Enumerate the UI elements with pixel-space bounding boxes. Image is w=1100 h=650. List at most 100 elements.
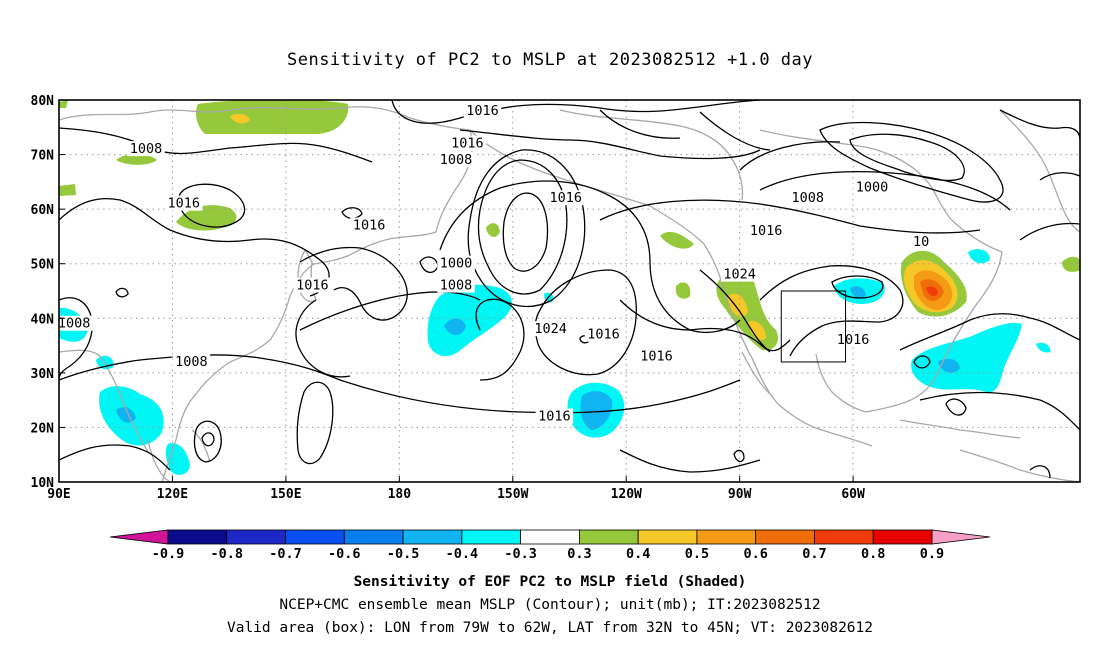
contour-tropical-1 xyxy=(296,381,334,465)
coast-greenland xyxy=(999,109,1080,233)
coast-east-asia xyxy=(161,129,473,482)
shade-yellow-uswest xyxy=(726,293,748,317)
contour-tropical-7 xyxy=(945,398,967,416)
contour-label-bg xyxy=(127,141,165,157)
colorbar-label: -0.8 xyxy=(211,546,244,560)
coast-eurasia-north xyxy=(59,106,471,131)
caption-valid-area: Valid area (box): LON from 79W to 62W, L… xyxy=(226,620,873,636)
colorbar-swatch xyxy=(461,529,522,545)
contour-label-bg xyxy=(788,190,827,206)
lat-label: 40N xyxy=(31,312,55,327)
contour-lows-1008b xyxy=(467,149,586,308)
contour-label-bg xyxy=(747,222,785,238)
contour-label: 1008 xyxy=(440,152,473,168)
lat-label: 10N xyxy=(31,476,55,491)
colorbar-label: 0.4 xyxy=(626,546,650,560)
contour-label: 1008 xyxy=(175,354,208,370)
coast-baja xyxy=(741,351,771,395)
contour-label: 1000 xyxy=(856,179,889,195)
caption-shading: Sensitivity of EOF PC2 to MSLP field (Sh… xyxy=(353,574,747,590)
coast-hudson xyxy=(759,129,957,225)
contour-label: 1016 xyxy=(837,332,870,348)
contour-label: 1024 xyxy=(723,267,756,283)
shade-cyan-atlantic-e xyxy=(1036,342,1051,353)
lat-label: 60N xyxy=(31,203,55,218)
contour-label-bg xyxy=(437,277,475,293)
contour-tropical-6 xyxy=(733,449,745,463)
contour-label: 10 xyxy=(913,234,929,250)
contour-siberia-west xyxy=(59,197,330,297)
colorbar-swatch xyxy=(285,529,345,545)
contour-high-na xyxy=(759,265,904,357)
contour-tropical-8 xyxy=(1029,465,1051,479)
lat-label: 30N xyxy=(31,367,55,382)
contour-label: 1008 xyxy=(791,190,824,206)
contour-lows-1008 xyxy=(477,159,568,295)
contour-1000-hudson xyxy=(819,121,1004,203)
coast-aleutians xyxy=(469,129,651,207)
contour-japan-low xyxy=(295,299,351,378)
shade-atlantic-ne xyxy=(1062,256,1080,272)
colorbar-label: 0.5 xyxy=(685,546,709,560)
colorbar-swatch xyxy=(696,529,757,545)
lat-label: 70N xyxy=(31,149,55,164)
shade-blue-atlantic xyxy=(938,358,960,373)
coast-na-west xyxy=(649,205,873,447)
colorbar-swatch xyxy=(520,529,580,545)
contour-label: 1008 xyxy=(130,141,163,157)
contour-label-bg xyxy=(172,353,211,369)
colorbar-label: -0.7 xyxy=(269,546,302,560)
sensitivity-shading xyxy=(59,100,1080,475)
contour-lows-1000 xyxy=(502,192,549,272)
coast-na-east xyxy=(865,223,1003,413)
contour-label-bg xyxy=(437,255,475,271)
color-bar: -0.9 -0.8 -0.7 -0.6 -0.5 -0.4 -0.3 0.3 0.4 0.5 0.6… xyxy=(109,529,991,560)
contour-small-3 xyxy=(341,207,363,219)
contour-atlantic-south xyxy=(919,391,1080,431)
contour-1024-pac-high xyxy=(534,269,637,376)
coast-caribbean xyxy=(899,419,1021,439)
contour-label: 1016 xyxy=(296,278,329,294)
lon-label: 120W xyxy=(611,487,642,502)
contour-label-bg xyxy=(834,332,872,348)
shade-blue-plains xyxy=(850,286,866,298)
contour-label-bg xyxy=(584,326,623,342)
contour-label: 1024 xyxy=(534,321,567,337)
shade-yellow-uswest2 xyxy=(748,320,766,341)
lat-label: 80N xyxy=(31,94,55,109)
shade-west-edge xyxy=(59,184,76,196)
colorbar-label: 0.8 xyxy=(861,546,885,560)
contour-label: 1000 xyxy=(440,256,473,272)
contour-label-bg xyxy=(546,190,585,206)
lon-label: 150E xyxy=(270,487,301,502)
contour-greenland xyxy=(999,109,1080,241)
contour-label-bg xyxy=(535,408,574,424)
valid-area-box xyxy=(780,290,847,363)
contour-tropical-4 xyxy=(59,444,171,471)
shade-west-siberia xyxy=(116,154,157,165)
contour-label: 1016 xyxy=(353,218,386,234)
contour-label-bg xyxy=(164,195,203,211)
contour-label: 1008 xyxy=(440,278,473,294)
coast-alaska xyxy=(559,109,744,201)
contour-1016-arctic2 xyxy=(459,129,761,160)
contour-label-bg xyxy=(463,102,502,118)
coast-se-asia xyxy=(147,429,211,482)
shade-siberia-north xyxy=(196,100,349,134)
colorbar-swatch xyxy=(578,529,639,545)
colorbar-swatch xyxy=(402,529,463,545)
contour-label-bg xyxy=(293,277,332,293)
contour-label: 1008 xyxy=(58,316,91,332)
contour-label: 1016 xyxy=(587,327,620,343)
shade-deepred-greatlakes xyxy=(926,286,938,296)
shade-blue-npac xyxy=(444,318,466,335)
colorbar-label: -0.6 xyxy=(328,546,361,560)
contour-label-bg xyxy=(55,315,93,331)
contour-label-bg xyxy=(910,233,932,249)
map-title: Sensitivity of PC2 to MSLP at 2023082512… xyxy=(286,50,813,70)
map-frame xyxy=(58,99,1081,483)
shade-cyan-gulf-atlantic xyxy=(911,322,1022,393)
contour-small-4 xyxy=(419,256,439,273)
